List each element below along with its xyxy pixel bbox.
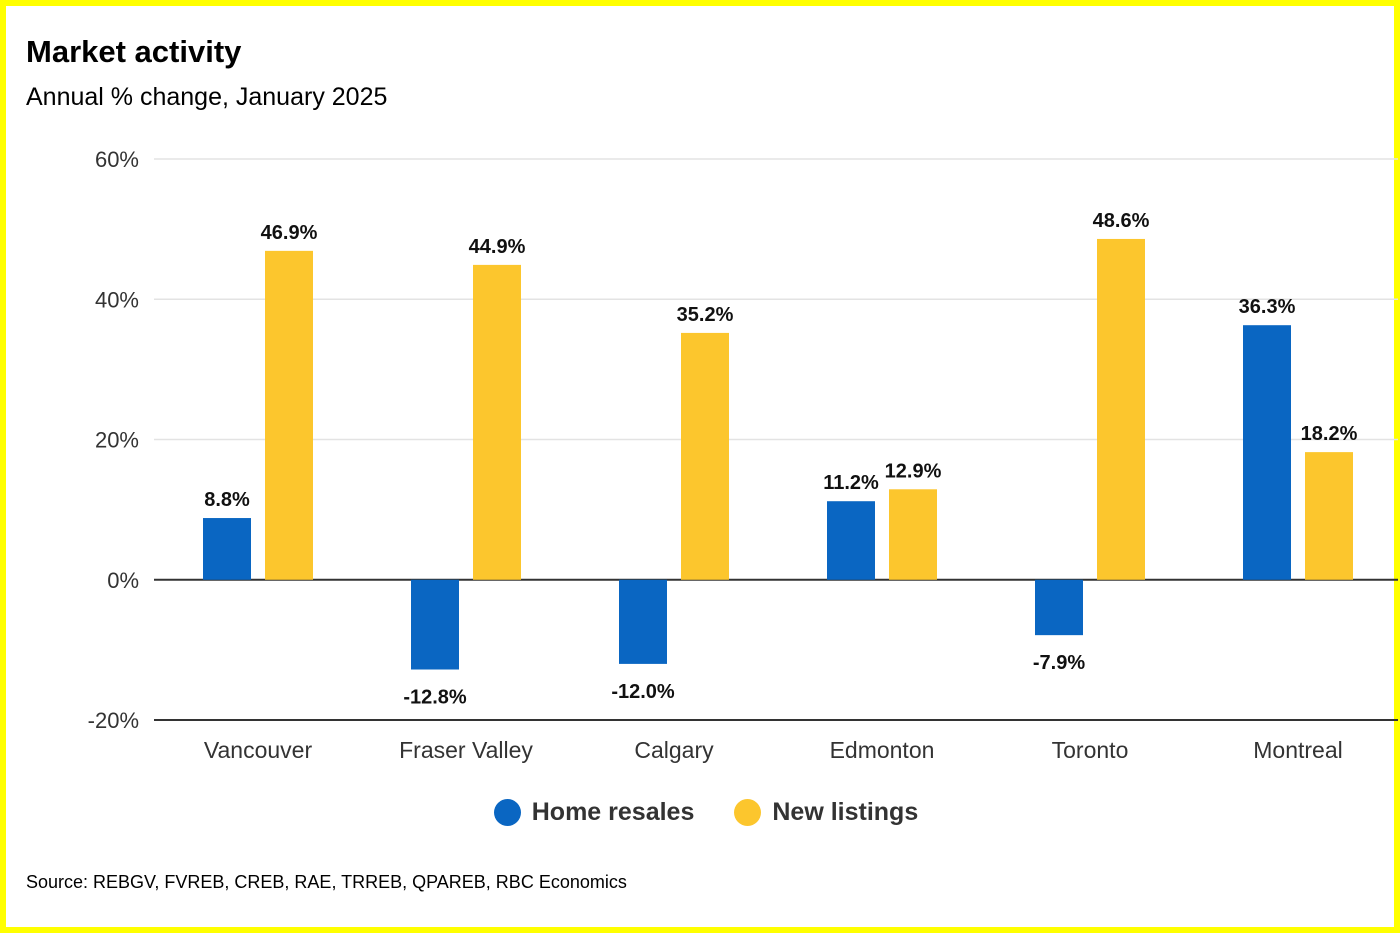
bar-new-listings: [1305, 452, 1353, 580]
data-label-home-resales: -12.0%: [611, 681, 675, 703]
y-tick-label: 20%: [95, 428, 139, 453]
data-label-home-resales: 8.8%: [204, 489, 250, 511]
legend-item-home-resales: Home resales: [493, 798, 695, 827]
bar-new-listings: [265, 250, 313, 580]
y-tick-label: 40%: [95, 287, 139, 312]
bar-home-resales: [827, 501, 875, 580]
x-tick-label: Toronto: [1052, 737, 1129, 763]
chart-subtitle: Annual % change, January 2025: [26, 83, 388, 111]
data-label-home-resales: -7.9%: [1033, 652, 1085, 674]
bar-home-resales: [619, 579, 667, 664]
legend: Home resales New listings: [6, 798, 1400, 827]
y-tick-label: -20%: [88, 708, 139, 733]
data-label-home-resales: -12.8%: [403, 687, 467, 709]
x-tick-label: Edmonton: [830, 737, 935, 763]
bar-new-listings: [1097, 238, 1145, 580]
data-label-home-resales: 36.3%: [1239, 296, 1296, 318]
bar-chart: 60% 40% 20% 0% -20% 8.8% 46.9% Vancouver -12.8% 4…: [88, 147, 1398, 763]
legend-label-home-resales: Home resales: [531, 798, 695, 826]
bar-home-resales: [1035, 579, 1083, 636]
chart-title: Market activity: [26, 34, 242, 69]
bar-home-resales: [411, 579, 459, 670]
data-label-new-listings: 12.9%: [885, 460, 942, 482]
legend-swatch-new-listings: [734, 799, 762, 826]
bar-new-listings: [681, 332, 729, 580]
y-tick-label: 60%: [95, 147, 139, 172]
legend-swatch-home-resales: [493, 799, 521, 826]
data-label-new-listings: 48.6%: [1093, 210, 1150, 232]
bar-new-listings: [889, 489, 937, 580]
y-tick-label: 0%: [107, 568, 139, 593]
bar-home-resales: [1243, 325, 1291, 580]
source-note: Source: REBGV, FVREB, CREB, RAE, TRREB, …: [26, 872, 627, 892]
x-tick-label: Vancouver: [204, 737, 313, 763]
bar-home-resales: [203, 518, 251, 580]
data-label-new-listings: 18.2%: [1301, 423, 1358, 445]
data-label-home-resales: 11.2%: [823, 472, 879, 494]
x-tick-label: Fraser Valley: [399, 737, 533, 763]
data-label-new-listings: 35.2%: [677, 304, 734, 326]
legend-item-new-listings: New listings: [734, 798, 918, 827]
bar-new-listings: [473, 264, 521, 580]
data-label-new-listings: 46.9%: [261, 222, 318, 244]
x-tick-label: Montreal: [1253, 737, 1342, 763]
data-label-new-listings: 44.9%: [469, 236, 526, 258]
x-tick-label: Calgary: [634, 737, 714, 763]
legend-label-new-listings: New listings: [772, 798, 919, 826]
